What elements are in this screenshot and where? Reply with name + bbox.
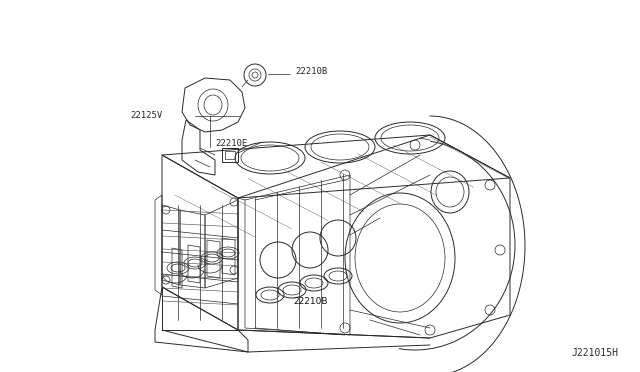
Text: 22125V: 22125V: [130, 112, 163, 121]
Text: J221015H: J221015H: [571, 348, 618, 358]
Text: 22210B: 22210B: [295, 67, 327, 76]
Text: 22210E: 22210E: [215, 138, 247, 148]
Text: 22210B: 22210B: [293, 296, 328, 305]
